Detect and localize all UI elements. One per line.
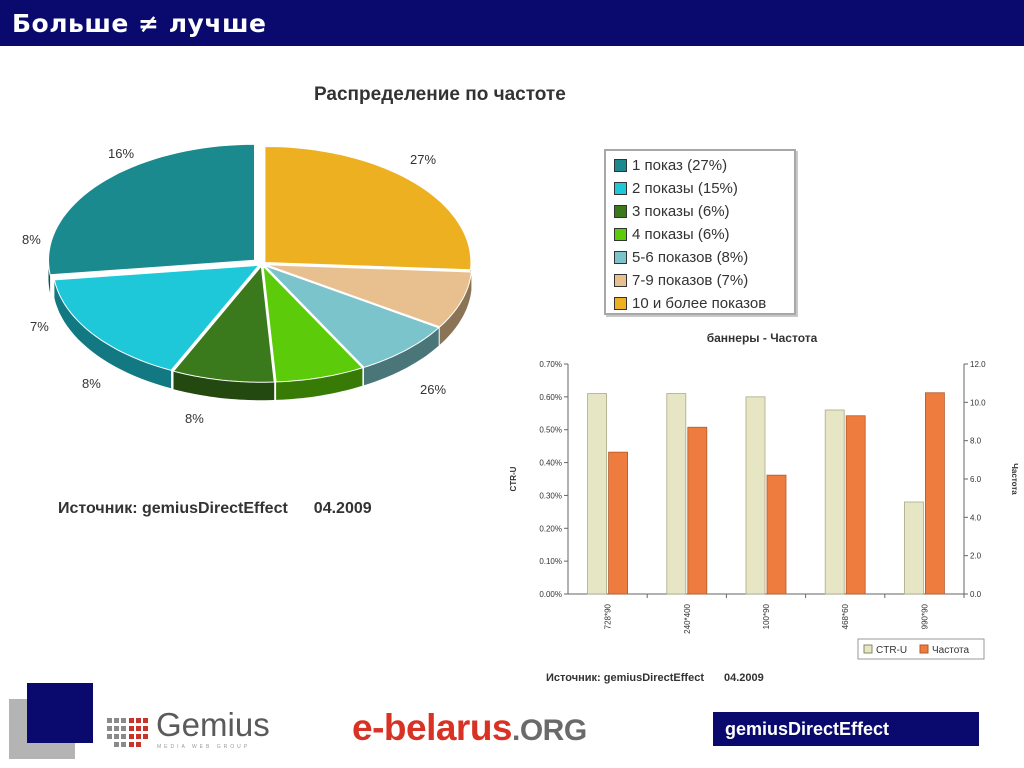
y-tick-label-right: 8.0 (970, 437, 982, 446)
legend-item: 10 и более показов (614, 292, 794, 314)
pie-value-label: 8% (82, 376, 101, 391)
legend-swatch (614, 204, 627, 218)
y-axis-label-left: CTR-U (509, 466, 518, 491)
legend-label: Частота (932, 645, 970, 656)
gemius-logo-text: Gemius (156, 706, 270, 743)
gemius-logo-icon (107, 718, 148, 747)
y-tick-label-left: 0.70% (539, 360, 562, 369)
pie-slice (172, 264, 275, 383)
legend-swatch (614, 227, 627, 241)
x-tick-label: 100*90 (762, 603, 771, 629)
pie-value-label: 8% (22, 232, 41, 247)
y-tick-label-left: 0.00% (539, 590, 562, 599)
gemius-direct-effect-badge: gemiusDirectEffect (713, 712, 979, 746)
pie-source: Источник: gemiusDirectEffect 04.2009 (58, 500, 372, 518)
x-tick-label: 240*400 (683, 603, 692, 633)
legend-item: 4 показы (6%) (614, 223, 794, 245)
pie-slice-side (173, 371, 275, 401)
pie-slice (265, 264, 472, 328)
e-belarus-logo-main: e-belarus (352, 707, 513, 748)
y-axis-label-right: Частота (1010, 463, 1019, 495)
bar-ctr-u (903, 501, 924, 595)
legend-item: 3 показы (6%) (614, 200, 794, 222)
bar-ctr-u (745, 396, 766, 595)
e-belarus-logo: e-belarus.ORG (352, 707, 587, 749)
x-tick-label: 728*90 (604, 603, 613, 629)
legend-label: 10 и более показов (632, 294, 767, 312)
legend-label: CTR-U (876, 645, 907, 656)
source-label: Источник: gemiusDirectEffect (58, 500, 288, 517)
y-tick-label-right: 6.0 (970, 475, 982, 484)
legend-item: 7-9 показов (7%) (614, 269, 794, 291)
pie-value-label: 8% (185, 411, 204, 426)
bar-frequency (924, 392, 945, 595)
source-date: 04.2009 (313, 500, 372, 517)
pie-slice-side (439, 272, 472, 345)
y-tick-label-right: 2.0 (970, 552, 982, 561)
bar-chart: баннеры - Частота 0.00% 0.10% 0.20% 0.30% 0.4… (509, 331, 1019, 660)
y-tick-label-right: 4.0 (970, 513, 982, 522)
legend-swatch (863, 644, 873, 654)
bar-legend: CTR-U Частота (857, 638, 985, 660)
pie-slice-side (276, 367, 363, 400)
legend-label: 3 показы (6%) (632, 202, 730, 220)
legend-swatch (919, 644, 929, 654)
source-label: Источник: gemiusDirectEffect (546, 672, 704, 684)
y-tick-label-right: 0.0 (970, 590, 982, 599)
legend-item: 2 показы (15%) (614, 177, 794, 199)
pie-value-label: 16% (108, 146, 135, 161)
bar-frequency (608, 451, 628, 595)
pie-value-label: 27% (410, 152, 437, 167)
y-tick-label-right: 12.0 (970, 360, 986, 369)
legend-swatch (614, 250, 627, 264)
y-tick-label-right: 10.0 (970, 398, 986, 407)
legend-swatch (614, 273, 627, 287)
bar-chart-title: баннеры - Частота (707, 331, 818, 345)
legend-swatch (614, 181, 627, 195)
slide-title: Больше ≠ лучше (12, 9, 267, 38)
pie-slice (264, 145, 472, 271)
legend-swatch (614, 296, 627, 310)
bar-ctr-u (587, 393, 607, 595)
bar-source: Источник: gemiusDirectEffect 04.2009 (546, 672, 764, 684)
bar-frequency (687, 426, 708, 595)
header-bar: Больше ≠ лучше (0, 0, 1024, 46)
decor-square-navy (27, 683, 93, 743)
bar-ctr-u (824, 409, 845, 595)
pie-legend: 1 показ (27%) 2 показы (15%) 3 показы (6… (604, 149, 796, 315)
pie-slice (53, 264, 260, 371)
x-tick-label: 468*60 (841, 603, 850, 629)
pie-slice (262, 264, 364, 383)
pie-chart-title: Распределение по частоте (314, 84, 566, 105)
y-tick-label-left: 0.60% (539, 393, 562, 402)
e-belarus-logo-org: .ORG (512, 714, 587, 747)
y-tick-label-left: 0.10% (539, 557, 562, 566)
bar-ctr-u (666, 393, 687, 595)
legend-swatch (614, 158, 627, 172)
y-tick-label-left: 0.20% (539, 524, 562, 533)
y-tick-label-left: 0.30% (539, 491, 562, 500)
gemius-logo-tagline: MEDIA WEB GROUP (157, 744, 251, 750)
source-date: 04.2009 (723, 672, 764, 684)
legend-label: 1 показ (27%) (632, 156, 728, 174)
legend-label: 7-9 показов (7%) (632, 271, 749, 289)
bar-frequency (766, 474, 787, 595)
pie-value-label: 26% (420, 382, 447, 397)
pie-value-label: 7% (30, 319, 49, 334)
legend-item: 1 показ (27%) (614, 154, 794, 176)
bar-frequency (845, 415, 866, 595)
gemius-direct-effect-label: gemiusDirectEffect (725, 719, 890, 739)
legend-label: 2 показы (15%) (632, 179, 738, 197)
legend-item: 5-6 показов (8%) (614, 246, 794, 268)
x-tick-label: 990*90 (920, 603, 929, 629)
legend-label: 5-6 показов (8%) (632, 248, 749, 266)
pie-slice (264, 265, 440, 368)
y-tick-label-left: 0.40% (539, 459, 562, 468)
pie-slice (47, 143, 255, 276)
legend-label: 4 показы (6%) (632, 225, 730, 243)
y-tick-label-left: 0.50% (539, 426, 562, 435)
